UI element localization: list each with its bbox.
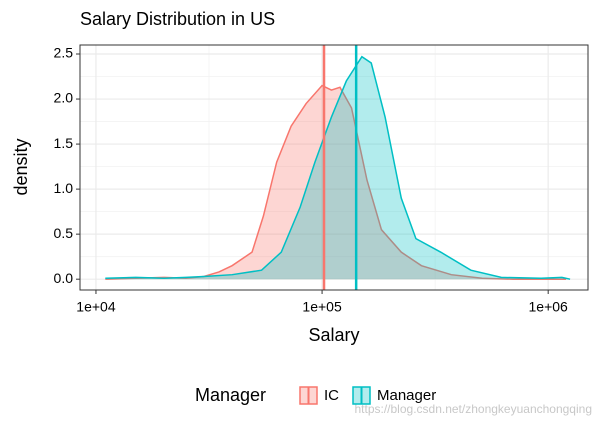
density-area bbox=[105, 56, 571, 280]
legend-label: Manager bbox=[377, 387, 436, 404]
x-tick-label: 1e+06 bbox=[529, 299, 569, 315]
y-tick-label: 2.0 bbox=[54, 90, 74, 106]
panel-border bbox=[79, 44, 589, 291]
x-axis-title: Salary bbox=[308, 325, 359, 345]
density-line bbox=[105, 55, 571, 280]
x-tick-label: 1e+05 bbox=[302, 299, 342, 315]
chart-title: Salary Distribution in US bbox=[80, 9, 275, 29]
legend-title: Manager bbox=[195, 385, 266, 405]
y-tick-label: 0.0 bbox=[54, 270, 74, 286]
panel bbox=[80, 45, 588, 290]
x-tick-label: 1e+04 bbox=[76, 299, 116, 315]
legend-label: IC bbox=[324, 387, 339, 404]
y-tick-label: 1.0 bbox=[54, 180, 74, 196]
density-area bbox=[105, 85, 567, 280]
y-tick-label: 0.5 bbox=[54, 225, 74, 241]
y-tick-label: 1.5 bbox=[54, 135, 74, 151]
y-axis-title: density bbox=[11, 138, 31, 195]
watermark: https://blog.csdn.net/zhongkeyuanchongqi… bbox=[354, 402, 592, 416]
y-tick-label: 2.5 bbox=[54, 45, 74, 61]
